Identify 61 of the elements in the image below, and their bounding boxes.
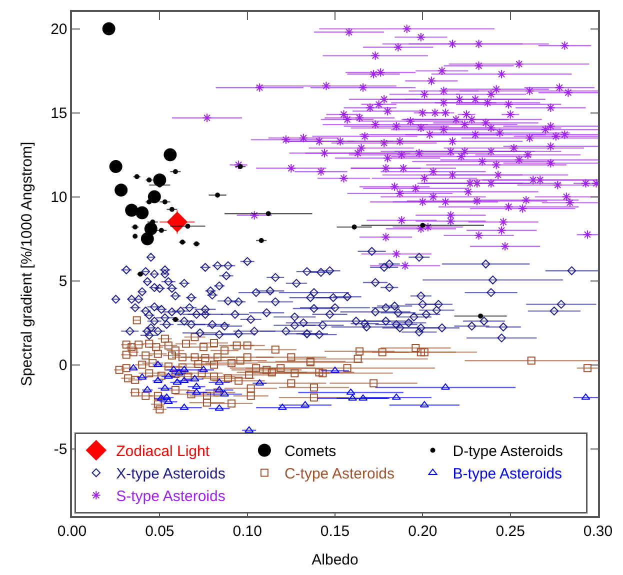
legend-label: X-type Asteroids [116, 466, 226, 483]
point [138, 373, 147, 380]
point [244, 426, 254, 433]
x-tick-label: 0.25 [496, 522, 525, 540]
point [169, 206, 174, 212]
point [140, 232, 154, 246]
point [352, 224, 357, 230]
point [114, 184, 128, 197]
y-tick-label: 20 [50, 21, 68, 38]
legend-label: Zodiacal Light [116, 443, 210, 460]
point [180, 376, 189, 384]
point [172, 169, 178, 174]
x-axis-title: Albedo [312, 551, 358, 568]
legend-label: Comets [284, 443, 336, 460]
point [153, 360, 162, 368]
point [125, 204, 138, 217]
point [478, 314, 484, 319]
y-tick-label: 0 [58, 357, 68, 374]
y-axis-title: Spectral gradient [%/1000 Angstrom] [18, 142, 36, 386]
legend-label: D-type Asteroids [452, 443, 563, 460]
point [164, 148, 177, 162]
point [158, 228, 164, 233]
x-tick-label: 0.20 [408, 522, 438, 540]
y-tick-label: 5 [58, 273, 68, 290]
point [166, 212, 188, 232]
x-tick-label: 0.05 [145, 522, 174, 540]
point [164, 398, 173, 404]
point [440, 383, 450, 390]
point [266, 211, 271, 216]
point [348, 394, 358, 401]
x-tick-label: 0.10 [232, 522, 262, 540]
point [258, 238, 264, 243]
legend-label: C-type Asteroids [284, 466, 394, 483]
x-tick-label: 0.00 [57, 522, 87, 540]
point [156, 394, 166, 401]
legend-label: S-type Asteroids [116, 488, 226, 506]
point [198, 366, 208, 372]
point [109, 160, 122, 174]
point [162, 199, 168, 204]
x-tick-label: 0.30 [583, 522, 613, 540]
point [358, 394, 368, 401]
point [172, 378, 182, 385]
y-tick-label: 10 [50, 189, 68, 206]
point [136, 206, 149, 220]
point [180, 366, 189, 372]
x-tick-label: 0.15 [320, 522, 350, 540]
point [160, 384, 170, 391]
point [214, 378, 224, 385]
point [153, 376, 162, 384]
point [420, 222, 426, 228]
point [255, 379, 264, 386]
point [215, 192, 220, 198]
y-tick-label: -5 [54, 441, 68, 458]
point [185, 224, 190, 229]
point [238, 164, 243, 170]
point [169, 366, 178, 372]
point [148, 190, 161, 204]
point [102, 22, 116, 36]
point [214, 404, 224, 411]
y-tick-label: 15 [50, 105, 68, 122]
legend-label: B-type Asteroids [452, 466, 562, 483]
